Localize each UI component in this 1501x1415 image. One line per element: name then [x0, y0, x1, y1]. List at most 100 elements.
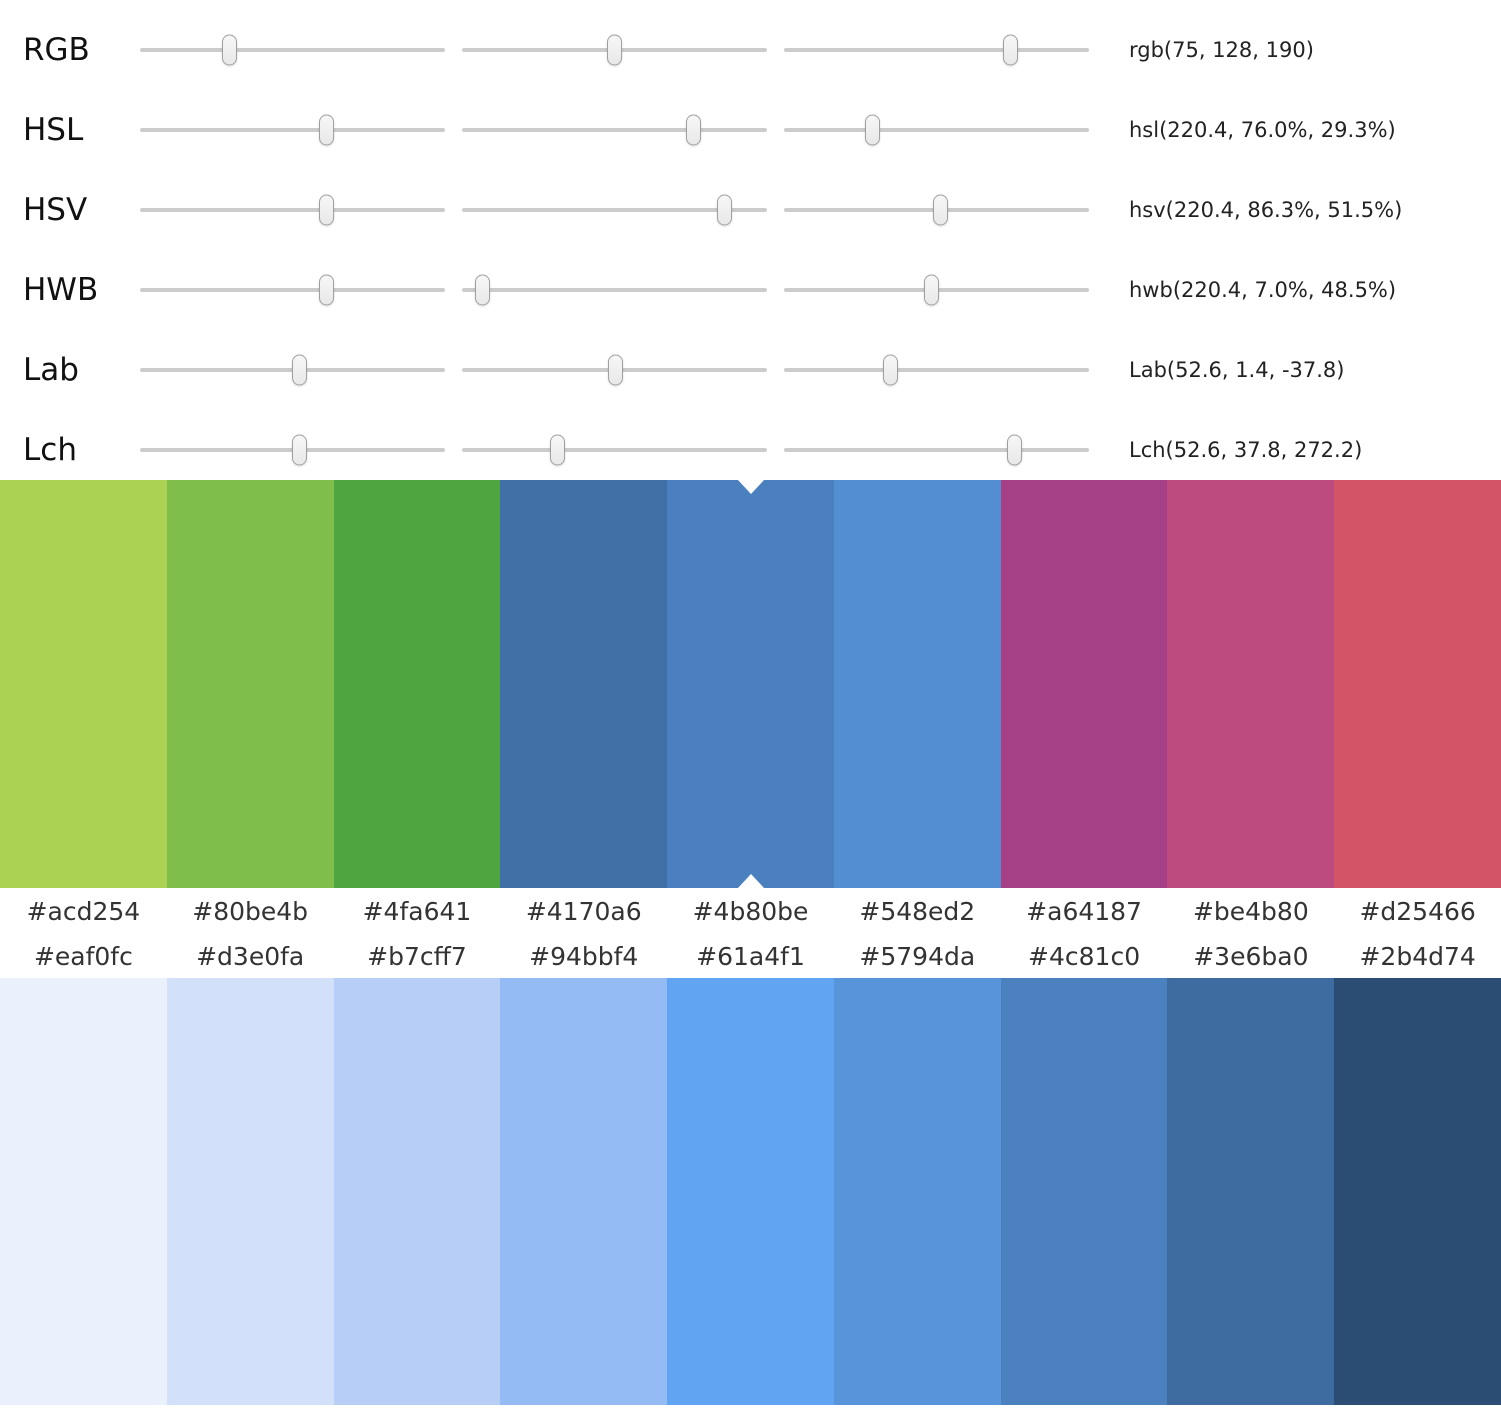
- color-value-text: Lab(52.6, 1.4, -37.8): [1129, 358, 1345, 382]
- lab-slider-track-3[interactable]: [784, 354, 1089, 386]
- lch-slider-track-1[interactable]: [140, 434, 445, 466]
- slider-row-lab: Lab Lab(52.6, 1.4, -37.8): [0, 330, 1501, 410]
- slider-thumb[interactable]: [685, 114, 701, 146]
- swatch-selected[interactable]: [667, 480, 834, 888]
- slider-row-lch: Lch Lch(52.6, 37.8, 272.2): [0, 410, 1501, 490]
- colorspace-label: Lch: [23, 432, 77, 468]
- swatch-hex-label: #548ed2: [859, 897, 976, 926]
- colorspace-label: RGB: [23, 32, 90, 68]
- colorspace-label: HSV: [23, 192, 88, 228]
- slider-row-hsv: HSV hsv(220.4, 86.3%, 51.5%): [0, 170, 1501, 250]
- color-value-text: Lch(52.6, 37.8, 272.2): [1129, 438, 1363, 462]
- colorspace-label: HWB: [23, 272, 99, 308]
- slider-thumb[interactable]: [318, 274, 334, 306]
- swatch[interactable]: [0, 480, 167, 888]
- colorspace-label: Lab: [23, 352, 79, 388]
- hwb-slider-track-1[interactable]: [140, 274, 445, 306]
- swatch[interactable]: [1167, 480, 1335, 888]
- slider-thumb[interactable]: [292, 354, 308, 386]
- slider-thumb[interactable]: [1006, 434, 1022, 466]
- swatch-hex-label: #5794da: [859, 942, 976, 971]
- swatch[interactable]: [0, 978, 167, 1405]
- slider-thumb[interactable]: [923, 274, 939, 306]
- swatch[interactable]: [500, 480, 668, 888]
- slider-thumb[interactable]: [933, 194, 949, 226]
- lch-slider-track-2[interactable]: [462, 434, 767, 466]
- swatch[interactable]: [1334, 480, 1501, 888]
- swatch[interactable]: [333, 978, 501, 1405]
- swatch-hex-label: #3e6ba0: [1193, 942, 1309, 971]
- hsl-slider-track-1[interactable]: [140, 114, 445, 146]
- swatch-hex-label: #61a4f1: [696, 942, 805, 971]
- swatch[interactable]: [166, 480, 334, 888]
- color-value-text: rgb(75, 128, 190): [1129, 38, 1314, 62]
- slider-thumb[interactable]: [550, 434, 566, 466]
- slider-row-hwb: HWB hwb(220.4, 7.0%, 48.5%): [0, 250, 1501, 330]
- swatch-hex-label: #94bbf4: [529, 942, 639, 971]
- rgb-slider-track-2[interactable]: [462, 34, 767, 66]
- swatch[interactable]: [1167, 978, 1335, 1405]
- slider-thumb[interactable]: [865, 114, 881, 146]
- hue-swatch-row: [0, 480, 1501, 888]
- lightness-palette: [0, 978, 1501, 1405]
- hue-palette: [0, 480, 1501, 888]
- lch-slider-track-3[interactable]: [784, 434, 1089, 466]
- slider-thumb[interactable]: [318, 114, 334, 146]
- slider-thumb[interactable]: [607, 34, 623, 66]
- swatch[interactable]: [833, 978, 1001, 1405]
- selection-notch-bottom: [737, 874, 764, 888]
- hwb-slider-track-3[interactable]: [784, 274, 1089, 306]
- lightness-hex-labels: #eaf0fc #d3e0fa #b7cff7 #94bbf4 #61a4f1 …: [0, 935, 1501, 978]
- color-value-text: hwb(220.4, 7.0%, 48.5%): [1129, 278, 1397, 302]
- hsl-slider-track-2[interactable]: [462, 114, 767, 146]
- swatch-hex-label: #4c81c0: [1028, 942, 1141, 971]
- hsv-slider-track-3[interactable]: [784, 194, 1089, 226]
- lightness-swatch-row: [0, 978, 1501, 1405]
- swatch-hex-label: #d25466: [1359, 897, 1476, 926]
- swatch-hex-label: #eaf0fc: [33, 942, 133, 971]
- swatch[interactable]: [500, 978, 668, 1405]
- swatch-hex-label: #b7cff7: [367, 942, 467, 971]
- hwb-slider-track-2[interactable]: [462, 274, 767, 306]
- selection-notch-top: [737, 480, 764, 494]
- swatch[interactable]: [1000, 978, 1168, 1405]
- lab-slider-track-2[interactable]: [462, 354, 767, 386]
- hue-hex-labels: #acd254 #80be4b #4fa641 #4170a6 #4b80be …: [0, 888, 1501, 935]
- swatch-hex-label: #4b80be: [692, 897, 809, 926]
- swatch-hex-label: #be4b80: [1192, 897, 1309, 926]
- swatch-hex-label: #acd254: [26, 897, 141, 926]
- swatch[interactable]: [333, 480, 501, 888]
- rgb-slider-track-3[interactable]: [784, 34, 1089, 66]
- slider-row-rgb: RGB rgb(75, 128, 190): [0, 10, 1501, 90]
- swatch[interactable]: [667, 978, 834, 1405]
- swatch[interactable]: [1334, 978, 1501, 1405]
- swatch[interactable]: [166, 978, 334, 1405]
- color-value-text: hsv(220.4, 86.3%, 51.5%): [1129, 198, 1403, 222]
- swatch-hex-label: #4fa641: [362, 897, 472, 926]
- slider-thumb[interactable]: [717, 194, 733, 226]
- lab-slider-track-1[interactable]: [140, 354, 445, 386]
- swatch-hex-label: #2b4d74: [1359, 942, 1476, 971]
- slider-thumb[interactable]: [883, 354, 899, 386]
- slider-row-hsl: HSL hsl(220.4, 76.0%, 29.3%): [0, 90, 1501, 170]
- slider-thumb[interactable]: [221, 34, 237, 66]
- hsv-slider-track-2[interactable]: [462, 194, 767, 226]
- swatch-hex-label: #4170a6: [525, 897, 642, 926]
- slider-thumb[interactable]: [608, 354, 624, 386]
- swatch-hex-label: #d3e0fa: [196, 942, 305, 971]
- slider-thumb[interactable]: [475, 274, 491, 306]
- swatch[interactable]: [1000, 480, 1168, 888]
- colorspace-label: HSL: [23, 112, 84, 148]
- color-value-text: hsl(220.4, 76.0%, 29.3%): [1129, 118, 1396, 142]
- slider-thumb[interactable]: [1003, 34, 1019, 66]
- slider-section: RGB rgb(75, 128, 190) HSL hsl(220.4, 76.…: [0, 0, 1501, 480]
- swatch[interactable]: [833, 480, 1001, 888]
- swatch-hex-label: #a64187: [1026, 897, 1142, 926]
- hsv-slider-track-1[interactable]: [140, 194, 445, 226]
- rgb-slider-track-1[interactable]: [140, 34, 445, 66]
- slider-thumb[interactable]: [292, 434, 308, 466]
- slider-thumb[interactable]: [318, 194, 334, 226]
- swatch-hex-label: #80be4b: [192, 897, 309, 926]
- hsl-slider-track-3[interactable]: [784, 114, 1089, 146]
